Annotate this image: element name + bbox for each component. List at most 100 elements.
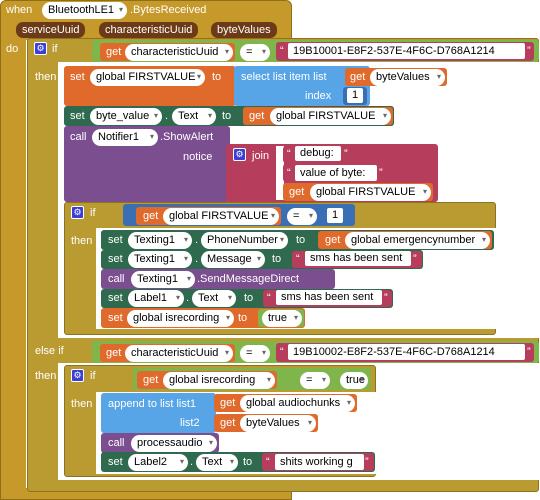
boolean-dropdown[interactable]: true ▾ xyxy=(340,372,368,389)
to-label: to xyxy=(272,253,282,265)
dropdown-arrow-icon: ▾ xyxy=(179,457,184,466)
dropdown-arrow-icon: ▾ xyxy=(186,274,191,283)
event-do-label: do xyxy=(6,43,19,55)
dropdown-arrow-icon: ▾ xyxy=(183,254,188,263)
dropdown-arrow-icon: ▾ xyxy=(293,313,298,322)
get-var-dropdown[interactable]: global FIRSTVALUE ▾ xyxy=(310,184,431,201)
get-var-dropdown[interactable]: global FIRSTVALUE ▾ xyxy=(270,108,391,125)
dropdown-arrow-icon: ▾ xyxy=(196,72,201,81)
bool-value: true xyxy=(268,312,287,324)
get-var-dropdown[interactable]: characteristicUuid ▾ xyxy=(125,345,233,362)
quote-close-icon: ” xyxy=(527,346,531,358)
get-var-dropdown[interactable]: byteValues ▾ xyxy=(240,415,316,432)
mutator-gear-icon[interactable]: ⚙ xyxy=(71,369,84,382)
dropdown-arrow-icon: ▾ xyxy=(382,111,387,120)
dropdown-arrow-icon: ▾ xyxy=(481,235,486,244)
procedure-dropdown[interactable]: processaudio ▾ xyxy=(131,435,217,452)
index-value[interactable]: 1 xyxy=(347,88,363,103)
number-value[interactable]: 1 xyxy=(327,208,343,223)
mutator-gear-icon[interactable]: ⚙ xyxy=(233,148,246,161)
if-label: if xyxy=(52,43,58,55)
dropdown-arrow-icon: ▾ xyxy=(359,375,364,384)
dropdown-arrow-icon: ▾ xyxy=(208,438,213,447)
debug-string[interactable]: debug: xyxy=(295,146,341,161)
get-var-dropdown[interactable]: global isrecording ▾ xyxy=(163,372,275,389)
property-dropdown[interactable]: Text ▾ xyxy=(172,108,216,125)
to-label: to xyxy=(244,292,254,304)
param-characteristic-uuid[interactable]: characteristicUuid xyxy=(99,22,199,38)
proc-name: processaudio xyxy=(137,437,203,449)
property-dropdown[interactable]: Text ▾ xyxy=(192,290,236,307)
set-label: set xyxy=(70,110,85,122)
get-var-dropdown[interactable]: byteValues ▾ xyxy=(370,69,445,86)
dropdown-arrow-icon: ▾ xyxy=(175,293,180,302)
dropdown-arrow-icon: ▾ xyxy=(436,72,441,81)
var-name: global FIRSTVALUE xyxy=(276,110,376,122)
method-label: .SendMessageDirect xyxy=(197,273,300,285)
property-dropdown[interactable]: Text ▾ xyxy=(196,454,238,471)
var-name: byteValues xyxy=(246,417,300,429)
value-of-byte-string[interactable]: value of byte: xyxy=(295,165,377,181)
get-label: get xyxy=(289,186,305,198)
dot-label: . xyxy=(195,253,199,265)
get-var-dropdown[interactable]: global FIRSTVALUE ▾ xyxy=(163,208,279,225)
get-var-dropdown[interactable]: global emergencynumber ▾ xyxy=(345,232,490,249)
uuid1-value[interactable]: 19B10001-E8F2-537E-4F6C-D768A1214 xyxy=(288,43,525,59)
component-dropdown[interactable]: Label1 ▾ xyxy=(128,290,184,307)
comp-name: Label2 xyxy=(134,456,168,468)
dropdown-arrow-icon: ▾ xyxy=(261,47,266,56)
event-component-dropdown[interactable]: BluetoothLE1 ▾ xyxy=(42,2,127,19)
component-dropdown[interactable]: Texting1 ▾ xyxy=(131,271,195,288)
dropdown-arrow-icon: ▾ xyxy=(227,293,232,302)
compare-op-dropdown[interactable]: = ▾ xyxy=(287,208,317,225)
var-name: global FIRSTVALUE xyxy=(316,186,416,198)
message-string[interactable]: sms has been sent xyxy=(305,251,411,266)
get-label: get xyxy=(106,347,122,359)
compare-op-dropdown[interactable]: = ▾ xyxy=(240,345,270,362)
dropdown-arrow-icon: ▾ xyxy=(118,5,123,14)
set-label: set xyxy=(108,456,123,468)
property-dropdown[interactable]: PhoneNumber ▾ xyxy=(201,232,288,249)
get-var-dropdown[interactable]: characteristicUuid ▾ xyxy=(125,44,233,61)
property-dropdown[interactable]: Message ▾ xyxy=(201,251,265,268)
op-label: = xyxy=(293,210,300,222)
component-dropdown[interactable]: byte_value ▾ xyxy=(90,108,162,125)
dropdown-arrow-icon: ▾ xyxy=(266,375,271,384)
var-name: global FIRSTVALUE xyxy=(169,210,269,222)
then-label: then xyxy=(71,235,93,247)
mutator-gear-icon[interactable]: ⚙ xyxy=(71,206,84,219)
var-name: byteValues xyxy=(376,71,430,83)
prop-name: Text xyxy=(198,292,219,304)
param-byte-values[interactable]: byteValues xyxy=(211,22,277,38)
set-var-dropdown[interactable]: global FIRSTVALUE ▾ xyxy=(90,69,205,86)
component-dropdown[interactable]: Texting1 ▾ xyxy=(128,232,192,249)
dot-label: . xyxy=(190,456,194,468)
label2-string[interactable]: shits working g xyxy=(275,454,364,470)
else-if-label: else if xyxy=(35,345,64,357)
join-slot xyxy=(276,146,284,200)
component-dropdown[interactable]: Notifier1 ▾ xyxy=(92,129,158,146)
dropdown-arrow-icon: ▾ xyxy=(224,47,229,56)
label1-string[interactable]: sms has been sent xyxy=(276,290,382,305)
uuid2-value[interactable]: 19B10002-E8F2-537E-4F6C-D768A1214 xyxy=(288,344,525,360)
op-label: = xyxy=(246,46,253,58)
compare-op-dropdown[interactable]: = ▾ xyxy=(240,44,270,61)
boolean-dropdown[interactable]: true ▾ xyxy=(262,310,302,327)
component-dropdown[interactable]: Label2 ▾ xyxy=(128,454,188,471)
set-label: set xyxy=(108,253,123,265)
append-to-list-block[interactable] xyxy=(101,393,216,433)
comp-name: Label1 xyxy=(134,292,168,304)
compare-op-dropdown[interactable]: = ▾ xyxy=(300,372,330,389)
param-service-uuid[interactable]: serviceUuid xyxy=(16,22,86,38)
get-label: get xyxy=(350,71,366,83)
to-label: to xyxy=(212,71,222,83)
var-name: global isrecording xyxy=(133,312,220,324)
component-dropdown[interactable]: Texting1 ▾ xyxy=(128,251,192,268)
set-var-dropdown[interactable]: global isrecording ▾ xyxy=(127,310,234,327)
comp-name: Texting1 xyxy=(137,273,178,285)
to-label: to xyxy=(296,234,306,246)
dropdown-arrow-icon: ▾ xyxy=(346,398,351,407)
mutator-gear-icon[interactable]: ⚙ xyxy=(34,42,47,55)
quote-close-icon: ” xyxy=(365,456,369,468)
get-var-dropdown[interactable]: global audiochunks ▾ xyxy=(240,395,355,412)
